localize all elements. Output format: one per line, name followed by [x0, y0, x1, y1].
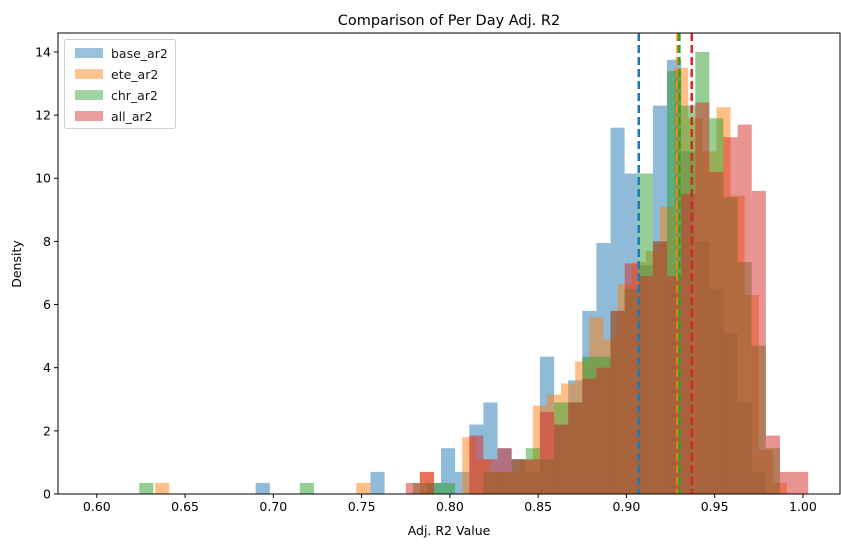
x-tick-label-6: 0.90: [612, 499, 640, 514]
bar-all_ar2-21: [737, 124, 752, 495]
bar-all_ar2-4: [497, 448, 512, 494]
y-tick-label-5: 10: [35, 171, 51, 186]
bar-all_ar2-2: [469, 435, 484, 494]
x-tick-label-8: 1.00: [789, 499, 817, 514]
y-tick-label-6: 12: [35, 108, 51, 123]
bar-all_ar2-23: [765, 435, 780, 494]
bars-layer: [139, 51, 809, 495]
bar-all_ar2-9: [568, 402, 583, 494]
bar-all_ar2-13: [624, 263, 639, 494]
x-axis-ticks: 0.60 0.65 0.70 0.75 0.80 0.85 0.90 0.95 1.00: [83, 494, 817, 514]
x-tick-label-0: 0.60: [83, 499, 111, 514]
bar-all_ar2-20: [723, 137, 738, 495]
legend-swatch-ete: [75, 69, 103, 79]
bar-chr_ar2-0: [139, 482, 154, 494]
bar-chr_ar2-4: [441, 482, 456, 494]
bar-all_ar2-16: [667, 276, 682, 494]
chart-title: Comparison of Per Day Adj. R2: [338, 13, 560, 29]
bar-all_ar2-22: [751, 190, 766, 494]
bar-all_ar2-15: [652, 241, 668, 494]
bar-all_ar2-14: [638, 276, 653, 494]
bar-all_ar2-8: [554, 424, 569, 494]
bar-all_ar2-3: [483, 459, 498, 494]
bar-base_ar2-1: [370, 471, 385, 494]
y-tick-label-3: 6: [43, 297, 51, 312]
y-tick-label-4: 8: [43, 234, 51, 249]
bar-all_ar2-0: [405, 482, 420, 494]
legend-item-all: all_ar2: [75, 106, 153, 126]
y-tick-label-0: 0: [43, 487, 51, 502]
bar-all_ar2-1: [419, 471, 434, 494]
y-tick-label-1: 2: [43, 423, 51, 438]
bar-all_ar2-25: [794, 471, 809, 494]
bar-all_ar2-18: [695, 102, 710, 494]
mean-lines-layer: [637, 33, 693, 494]
y-tick-label-2: 4: [43, 360, 51, 375]
x-tick-label-2: 0.70: [259, 499, 287, 514]
bar-all_ar2-5: [511, 459, 526, 494]
x-tick-label-7: 0.95: [701, 499, 729, 514]
legend-label-base: base_ar2: [111, 45, 168, 61]
legend-swatch-chr: [75, 90, 103, 100]
chart-legend: base_ar2 ete_ar2 chr_ar2 all_ar2: [64, 39, 176, 129]
bar-base_ar2-3: [441, 448, 456, 494]
y-axis-label: Density: [9, 240, 24, 288]
plot-frame: [57, 32, 841, 495]
bar-all_ar2-7: [539, 411, 555, 494]
bar-chr_ar2-1: [299, 482, 314, 494]
x-tick-label-4: 0.80: [436, 499, 464, 514]
x-tick-label-1: 0.65: [171, 499, 199, 514]
x-tick-label-5: 0.85: [524, 499, 552, 514]
bar-all_ar2-12: [610, 310, 625, 494]
bar-all_ar2-10: [582, 378, 597, 494]
y-tick-label-7: 14: [35, 44, 51, 59]
bar-all_ar2-11: [596, 367, 611, 494]
bar-all_ar2-19: [709, 171, 724, 494]
legend-swatch-all: [75, 111, 103, 121]
legend-item-ete: ete_ar2: [75, 64, 158, 84]
bar-ete_ar2-0: [155, 482, 170, 494]
legend-swatch-base: [75, 48, 103, 58]
bar-all_ar2-17: [681, 194, 696, 494]
legend-item-chr: chr_ar2: [75, 85, 158, 105]
legend-label-chr: chr_ar2: [111, 87, 158, 103]
x-axis-label: Adj. R2 Value: [408, 523, 491, 538]
legend-label-all: all_ar2: [111, 108, 153, 124]
legend-label-ete: ete_ar2: [111, 66, 159, 82]
bar-base_ar2-0: [255, 482, 270, 494]
bar-all_ar2-24: [779, 471, 795, 494]
legend-item-base: base_ar2: [75, 43, 168, 63]
y-axis-ticks: 0 2 4 6 8 10 12 14: [35, 44, 58, 502]
x-tick-label-3: 0.75: [348, 499, 376, 514]
bar-all_ar2-6: [525, 459, 540, 494]
bar-ete_ar2-1: [356, 482, 371, 494]
